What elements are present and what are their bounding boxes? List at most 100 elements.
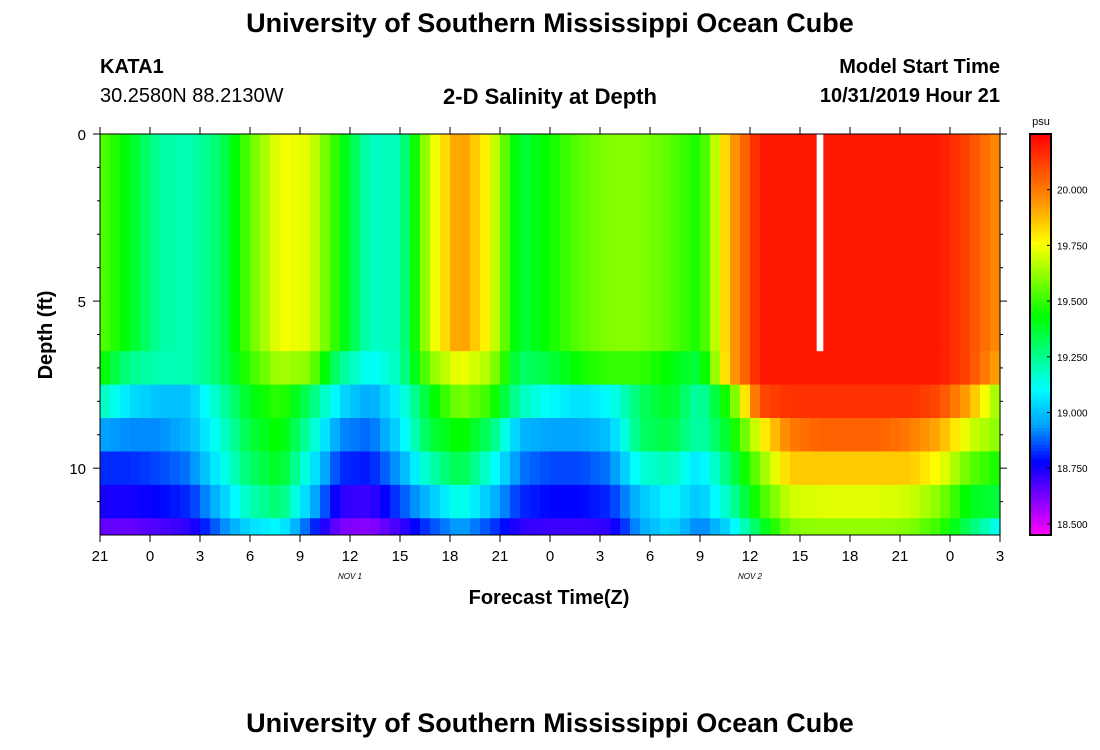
colorbar-segment — [1030, 190, 1051, 195]
heatmap-cell — [480, 351, 491, 386]
heatmap-cell — [510, 451, 521, 486]
colorbar-segment — [1030, 428, 1051, 433]
heatmap-cell — [630, 134, 641, 352]
heatmap-cell — [850, 484, 861, 519]
heatmap-cell — [210, 351, 221, 386]
heatmap-cell — [250, 351, 261, 386]
heatmap-cell — [780, 518, 791, 536]
heatmap-cell — [830, 484, 841, 519]
heatmap-cell — [360, 484, 371, 519]
heatmap-cell — [910, 484, 921, 519]
heatmap-cell — [890, 484, 901, 519]
heatmap-cell — [590, 418, 601, 452]
heatmap-cell — [280, 351, 291, 386]
heatmap-cell — [760, 418, 771, 452]
heatmap-cell — [840, 451, 851, 486]
heatmap-cell — [310, 518, 321, 536]
heatmap-cell — [400, 351, 411, 386]
heatmap-cell — [770, 484, 781, 519]
heatmap-cell — [500, 418, 511, 452]
heatmap-cell — [710, 484, 721, 519]
colorbar-segment — [1030, 167, 1051, 172]
heatmap-cell — [310, 351, 321, 386]
heatmap-cell — [590, 351, 601, 386]
colorbar-segment — [1030, 337, 1051, 342]
heatmap-cell — [990, 418, 1001, 452]
heatmap-cell — [150, 484, 161, 519]
x-tick-label: 12 — [342, 548, 359, 565]
heatmap-cell — [460, 134, 471, 352]
heatmap-cell — [430, 518, 441, 536]
heatmap-cell — [370, 134, 381, 352]
heatmap-cell — [900, 518, 911, 536]
heatmap-cell — [790, 134, 801, 352]
heatmap-cell — [580, 451, 591, 486]
heatmap-cell — [860, 134, 871, 352]
heatmap-cell — [500, 134, 511, 352]
heatmap-cell — [600, 351, 611, 386]
heatmap-cell — [740, 451, 751, 486]
heatmap-cell — [420, 451, 431, 486]
heatmap-cell — [140, 134, 151, 352]
colorbar-tick-label: 19.250 — [1057, 353, 1088, 364]
heatmap-cell — [610, 134, 621, 352]
heatmap-cell — [340, 134, 351, 352]
heatmap-cell — [810, 518, 821, 536]
heatmap-cell — [800, 518, 811, 536]
colorbar-segment — [1030, 471, 1051, 476]
heatmap-cell — [650, 518, 661, 536]
heatmap-cell — [120, 384, 131, 419]
heatmap-cell — [820, 351, 831, 386]
heatmap-cell — [200, 134, 211, 352]
colorbar-segment — [1030, 174, 1051, 179]
heatmap-cell — [100, 351, 111, 386]
heatmap-cell — [530, 384, 541, 419]
heatmap-cell — [930, 451, 941, 486]
heatmap-cell — [840, 418, 851, 452]
heatmap-cell — [780, 451, 791, 486]
heatmap-cell — [770, 134, 781, 352]
heatmap-cell — [300, 134, 311, 352]
heatmap-cell — [170, 418, 181, 452]
heatmap-cell — [660, 418, 671, 452]
heatmap-cell — [990, 484, 1001, 519]
heatmap-cell — [570, 351, 581, 386]
colorbar-segment — [1030, 351, 1051, 356]
heatmap-cell — [500, 518, 511, 536]
heatmap-cell — [950, 418, 961, 452]
heatmap-cell — [540, 518, 551, 536]
heatmap-cell — [220, 351, 231, 386]
heatmap-cell — [810, 351, 821, 386]
colorbar-segment — [1030, 387, 1051, 392]
heatmap-cell — [930, 484, 941, 519]
heatmap-cell — [440, 484, 451, 519]
heatmap-cell — [290, 518, 301, 536]
heatmap-cell — [920, 384, 931, 419]
colorbar-segment — [1030, 448, 1051, 453]
colorbar-segment — [1030, 377, 1051, 382]
heatmap-cell — [220, 384, 231, 419]
colorbar-segment — [1030, 451, 1051, 456]
heatmap-cell — [880, 384, 891, 419]
heatmap-cell — [650, 384, 661, 419]
heatmap-cell — [380, 484, 391, 519]
heatmap-cell — [670, 518, 681, 536]
colorbar-segment — [1030, 180, 1051, 185]
heatmap-cell — [840, 351, 851, 386]
colorbar-segment — [1030, 474, 1051, 479]
heatmap-cell — [680, 351, 691, 386]
heatmap-cell — [520, 518, 531, 536]
colorbar-segment — [1030, 411, 1051, 416]
colorbar-segment — [1030, 207, 1051, 212]
heatmap-cell — [370, 518, 381, 536]
colorbar-segment — [1030, 381, 1051, 386]
heatmap-cell — [240, 384, 251, 419]
heatmap-cell — [610, 484, 621, 519]
heatmap-cell — [190, 384, 201, 419]
heatmap-cell — [210, 134, 221, 352]
heatmap-cell — [190, 451, 201, 486]
heatmap-cell — [910, 418, 921, 452]
heatmap-cell — [220, 518, 231, 536]
colorbar-segment — [1030, 134, 1051, 138]
